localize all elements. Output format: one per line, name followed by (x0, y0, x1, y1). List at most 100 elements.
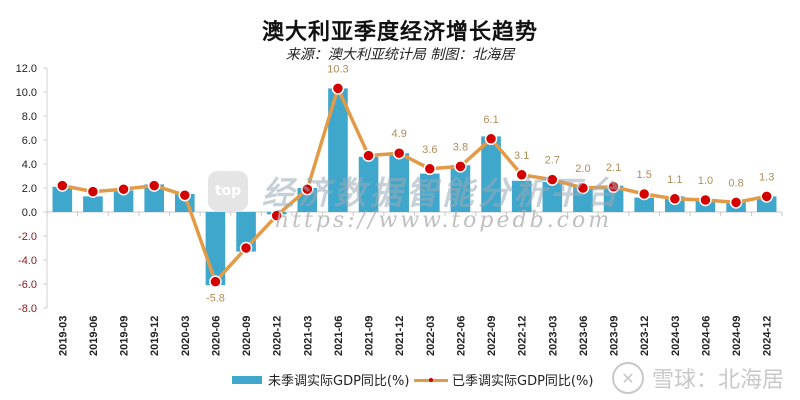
line-marker (637, 187, 651, 201)
x-tick-label: 2019-12 (149, 316, 161, 356)
x-tick-label: 2023-06 (578, 316, 590, 356)
x-tick-label: 2024-09 (731, 316, 743, 356)
line-marker (270, 209, 283, 222)
bar-2019-06 (83, 196, 103, 212)
data-label: 6.1 (483, 114, 498, 126)
data-label: 1.1 (667, 174, 682, 186)
watermark-text: 经济数据智能分析平台 (262, 174, 623, 212)
xueqiu-logo-icon: ✕ (612, 362, 644, 394)
bar-2019-12 (144, 184, 164, 212)
line-marker (729, 196, 743, 209)
line-marker (331, 82, 345, 95)
legend-line-label: 已季调实际GDP同比(%) (452, 374, 594, 389)
legend-bar-swatch-icon (232, 375, 262, 384)
line-marker (239, 241, 253, 255)
y-tick-label: 2.0 (22, 183, 37, 195)
x-tick-label: 2022-09 (486, 316, 498, 356)
y-tick-label: -8.0 (18, 303, 37, 315)
line-marker (576, 181, 590, 195)
bar-2022-06 (450, 165, 471, 212)
line-marker (760, 190, 773, 203)
data-label: 1.0 (698, 175, 713, 187)
xueqiu-watermark-text: 雪球：北海居 (652, 368, 785, 393)
y-tick-label: 10.0 (16, 87, 37, 99)
line-marker (668, 192, 682, 206)
bar-2019-03 (52, 186, 73, 212)
data-label: 10.3 (327, 63, 348, 75)
y-tick-label: 6.0 (22, 135, 37, 147)
line-marker (86, 185, 100, 198)
line-marker (699, 193, 712, 207)
x-tick-label: 2022-03 (425, 316, 437, 356)
line-marker (178, 188, 192, 202)
data-label: -5.8 (206, 293, 225, 305)
line-marker (362, 149, 375, 162)
chart-title: 澳大利亚季度经济增长趋势 (261, 20, 538, 45)
y-tick-label: 0.0 (22, 207, 37, 219)
line-marker (607, 180, 620, 194)
y-tick-label: -2.0 (18, 231, 37, 243)
data-label: 3.1 (514, 150, 529, 162)
x-tick-label: 2024-06 (700, 316, 712, 356)
legend-line: 已季调实际GDP同比(%) (414, 370, 593, 389)
line-marker (147, 179, 161, 192)
x-tick-label: 2021-09 (364, 316, 376, 356)
data-label: 1.3 (759, 171, 774, 183)
xueqiu-watermark: ✕ 雪球：北海居 (612, 362, 784, 394)
x-tick-label: 2023-03 (547, 316, 559, 356)
bar-2022-03 (420, 173, 440, 212)
y-tick-label: 4.0 (22, 159, 37, 171)
x-tick-label: 2020-09 (241, 316, 253, 356)
line-marker (454, 160, 467, 173)
line-marker (117, 182, 130, 196)
line-marker (546, 173, 559, 186)
data-label: 3.6 (422, 144, 437, 156)
bar-2021-09 (358, 156, 379, 212)
x-tick-label: 2020-03 (180, 316, 192, 356)
x-tick-label: 2024-03 (670, 316, 682, 356)
watermark-url: https://www.topedb.com (275, 208, 613, 233)
line-marker (56, 179, 69, 192)
line-marker (515, 168, 528, 182)
legend-bar: 未季调实际GDP同比(%) (232, 370, 409, 389)
line-marker (301, 182, 314, 196)
x-tick-label: 2022-06 (455, 316, 467, 356)
y-tick-label: 8.0 (22, 111, 37, 123)
data-label: 1.5 (637, 169, 652, 181)
x-tick-label: 2024-12 (762, 316, 774, 356)
data-label: 3.8 (453, 141, 468, 153)
data-label: 2.0 (575, 163, 590, 175)
x-tick-label: 2020-06 (210, 316, 222, 356)
legend-bar-label: 未季调实际GDP同比(%) (268, 374, 410, 389)
x-tick-label: 2023-12 (639, 316, 651, 356)
x-tick-label: 2021-03 (302, 316, 314, 356)
bar-2022-12 (511, 180, 532, 212)
data-label: 0.8 (728, 177, 743, 189)
bar-2019-09 (113, 190, 134, 212)
line-marker (484, 132, 498, 146)
bar-2023-03 (542, 182, 563, 212)
bar-2023-12 (634, 197, 654, 212)
x-tick-label: 2021-12 (394, 316, 406, 356)
bar-2021-12 (389, 153, 409, 212)
data-label: 2.1 (606, 162, 621, 174)
line-marker (392, 146, 406, 160)
x-tick-label: 2021-06 (333, 316, 345, 356)
y-tick-label: 12.0 (16, 63, 37, 75)
x-tick-label: 2019-03 (57, 316, 69, 356)
legend-line-swatch-icon (414, 374, 448, 386)
bar-2022-09 (481, 136, 501, 212)
bar-2023-09 (603, 185, 624, 212)
data-label: 4.9 (392, 128, 407, 140)
x-tick-label: 2019-09 (119, 316, 131, 356)
watermark-center: top 经济数据智能分析平台 (208, 168, 622, 214)
bar-2023-06 (573, 186, 593, 212)
bar-2021-06 (328, 88, 348, 212)
x-tick-label: 2019-06 (88, 316, 100, 356)
data-label: 2.7 (545, 155, 560, 167)
line-marker (209, 275, 222, 288)
x-tick-label: 2023-09 (609, 316, 621, 356)
line-marker (423, 162, 437, 176)
x-tick-label: 2020-12 (272, 316, 284, 356)
